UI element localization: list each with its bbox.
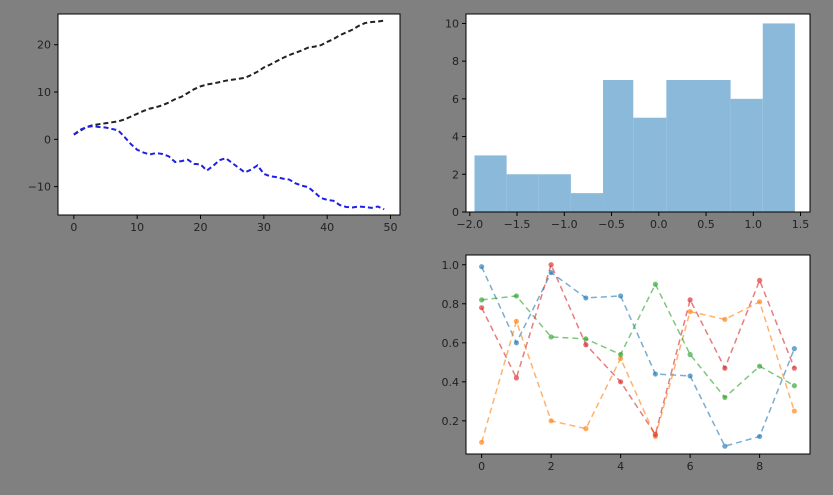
y-tick-label: 0.4 (442, 376, 460, 389)
series-point-3 (583, 342, 589, 348)
x-tick-label: 1.0 (745, 218, 763, 231)
series-point-3 (687, 297, 693, 303)
series-point-1 (791, 408, 797, 414)
line-chart-random-walk: 0 10 20 30 40 50 20 10 0 −10 (28, 13, 401, 234)
series-point-2 (757, 363, 763, 369)
x-tick-label: −1.0 (551, 218, 578, 231)
series-point-2 (479, 297, 485, 303)
x-tick-label: 0.5 (697, 218, 715, 231)
y-tick-label: 0.6 (442, 337, 460, 350)
series-point-0 (479, 264, 485, 270)
series-line-2 (481, 282, 795, 399)
histogram-bar (730, 98, 763, 212)
x-tick-label: 0.0 (650, 218, 668, 231)
series-point-2 (548, 334, 554, 340)
series-point-0 (722, 443, 728, 449)
series-point-0 (687, 373, 693, 379)
x-tick-label: −1.5 (504, 218, 531, 231)
x-tick-label: −2.0 (456, 218, 483, 231)
plot-frame (465, 254, 811, 455)
series-point-1 (479, 439, 485, 445)
y-tick-label: 10 (445, 17, 459, 30)
series-point-3 (618, 379, 624, 385)
x-tick-label: 4 (617, 460, 624, 473)
series-line-0 (480, 266, 796, 448)
series-point-3 (548, 262, 554, 268)
histogram-bar (474, 155, 507, 212)
y-tick-label: 1.0 (442, 259, 460, 272)
plot-frame (465, 13, 811, 213)
histogram-bar (538, 174, 571, 212)
series-point-2 (652, 281, 658, 287)
series-point-2 (513, 293, 519, 299)
y-tick-label: 6 (452, 93, 459, 106)
histogram-chart: −2.0 −1.5 −1.0 −0.5 0.0 0.5 1.0 1.5 0 2 4 6 8 10 (445, 13, 811, 231)
series-point-1 (618, 355, 624, 362)
y-tick-label: 10 (37, 86, 51, 99)
x-tick-label: 30 (257, 221, 271, 234)
histogram-bar (698, 80, 731, 212)
x-tick-label: 10 (130, 221, 144, 234)
series-point-0 (757, 433, 763, 440)
y-tick-label: 0.2 (442, 415, 460, 428)
x-tick-label: 50 (384, 221, 398, 234)
series-line-1 (480, 300, 796, 443)
series-line-1 (73, 125, 385, 211)
plot-frame (57, 13, 401, 216)
series-point-3 (791, 365, 797, 371)
histogram-bar (633, 117, 667, 212)
x-tick-label: 40 (320, 221, 334, 234)
x-tick-label: 2 (548, 460, 555, 473)
series-point-3 (652, 431, 658, 438)
y-tick-label: 20 (37, 39, 51, 52)
x-tick-label: 6 (687, 460, 694, 473)
x-tick-label: 1.5 (792, 218, 810, 231)
y-tick-label: 4 (452, 131, 459, 144)
series-point-1 (757, 299, 763, 305)
y-tick-label: −10 (28, 181, 51, 194)
series-point-3 (757, 277, 763, 283)
series-point-3 (479, 305, 485, 311)
y-tick-label: 0 (44, 133, 51, 146)
histogram-bar (666, 80, 699, 212)
y-tick-label: 2 (452, 168, 459, 181)
series-point-0 (583, 295, 589, 301)
series-point-1 (687, 308, 693, 315)
series-point-2 (583, 336, 589, 342)
x-tick-label: 8 (756, 460, 763, 473)
series-point-2 (687, 351, 693, 358)
series-point-1 (513, 318, 519, 324)
series-point-2 (618, 351, 624, 358)
histogram-bar (506, 174, 539, 212)
histogram-bar (762, 23, 795, 212)
series-point-3 (513, 375, 519, 381)
histogram-bar (570, 193, 604, 212)
series-point-1 (722, 316, 728, 322)
series-point-0 (652, 371, 658, 377)
y-tick-label: 0.8 (442, 298, 460, 311)
series-point-2 (791, 383, 797, 389)
plot-area (58, 14, 400, 215)
series-point-1 (548, 418, 554, 424)
series-point-3 (722, 365, 728, 371)
y-tick-label: 0 (452, 206, 459, 219)
histogram-bar (603, 80, 634, 212)
series-point-0 (513, 340, 519, 346)
x-tick-label: 0 (478, 460, 485, 473)
x-tick-label: −0.5 (598, 218, 625, 231)
series-point-0 (618, 293, 624, 299)
y-tick-label: 8 (452, 55, 459, 68)
series-point-1 (583, 426, 589, 432)
series-line-3 (480, 262, 796, 437)
multi-line-chart: 0 2 4 6 8 1.0 0.8 0.6 0.4 0.2 (442, 254, 811, 473)
series-point-2 (722, 394, 728, 401)
x-tick-label: 0 (70, 221, 77, 234)
x-tick-label: 20 (194, 221, 208, 234)
series-point-0 (791, 346, 797, 352)
